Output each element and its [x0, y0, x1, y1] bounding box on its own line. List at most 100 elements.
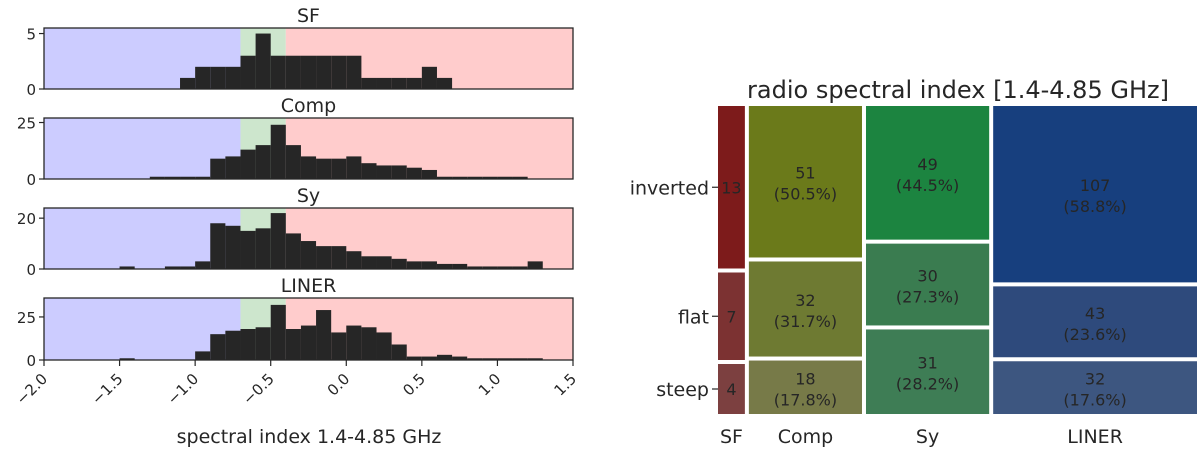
- y-tick-label: 0: [26, 81, 36, 99]
- mosaic-column-sy: 49 (44.5%) 30 (27.3%) 31 (28.2%): [865, 106, 990, 414]
- mosaic-cell-flat: [748, 261, 862, 357]
- mosaic-cell-count: 32: [1085, 370, 1105, 389]
- histogram-bar: [391, 77, 407, 89]
- mosaic-cell-percent: (31.7%): [774, 312, 837, 331]
- mosaic-cell-count: 7: [726, 307, 736, 326]
- row-label: flat: [678, 306, 709, 328]
- mosaic-cell-flat: [993, 286, 1197, 358]
- histogram-bar: [452, 263, 468, 269]
- category-label: Comp: [778, 426, 833, 448]
- mosaic-cell-count: 13: [721, 178, 741, 197]
- histogram-bar: [467, 266, 483, 269]
- histogram-bar: [225, 66, 241, 89]
- histogram-bar: [482, 266, 498, 269]
- histogram-bar: [361, 327, 377, 360]
- category-label: Sy: [916, 426, 939, 448]
- histogram-panel-liner: 0 25 LINER: [17, 275, 574, 370]
- histogram-x-axis-label: spectral index 1.4-4.85 GHz: [177, 426, 442, 448]
- histogram-bar: [180, 266, 196, 269]
- histogram-bar: [497, 358, 513, 360]
- histogram-bar: [361, 77, 377, 89]
- panel-title: LINER: [281, 275, 337, 297]
- histogram-bar: [331, 158, 347, 179]
- histogram-bar: [240, 230, 256, 269]
- histogram-bar: [195, 351, 211, 360]
- histogram-bar: [316, 55, 332, 89]
- histogram-bar: [270, 124, 286, 179]
- panel-frame: [43, 297, 574, 361]
- histogram-bar: [255, 33, 271, 89]
- mosaic-cell-count: 30: [917, 267, 937, 286]
- histogram-bar: [270, 213, 286, 269]
- histogram-bar: [421, 66, 437, 89]
- histogram-bar: [406, 77, 422, 89]
- histogram-bar: [210, 66, 226, 89]
- histogram-bar: [361, 256, 377, 269]
- mosaic-cell-inverted: [718, 106, 745, 269]
- y-tick-label: 0: [26, 261, 36, 279]
- histogram-bar: [527, 261, 543, 269]
- histogram-bar: [285, 145, 301, 179]
- panel-title: Comp: [281, 95, 336, 117]
- mosaic-chart: 13 7 4 inverted flat steep SF 51 (50.5%) 32 (31.7%…: [630, 106, 1197, 448]
- histogram-bar: [255, 145, 271, 179]
- histogram-bar: [376, 256, 392, 269]
- mosaic-cell-count: 51: [795, 164, 815, 183]
- y-tick-label: 5: [26, 26, 36, 44]
- histogram-bar: [436, 263, 453, 269]
- histogram-bar: [316, 246, 332, 269]
- histogram-bar: [331, 332, 347, 360]
- histogram-bar: [346, 55, 362, 89]
- histogram-bar: [376, 332, 392, 360]
- histogram-bar: [300, 156, 317, 179]
- mosaic-cell-percent: (44.5%): [896, 176, 959, 195]
- mosaic-cell-flat: [865, 243, 990, 326]
- histogram-bar: [467, 358, 483, 360]
- histogram-bar: [225, 225, 241, 269]
- histogram-bar: [436, 176, 453, 179]
- histogram-bar: [225, 156, 241, 179]
- histogram-bar: [406, 261, 422, 269]
- histogram-bar: [316, 310, 332, 360]
- histogram-bar: [436, 77, 453, 89]
- histogram-bar: [527, 358, 543, 360]
- histogram-bar: [180, 176, 196, 179]
- mosaic-cell-steep: [865, 329, 990, 414]
- histogram-bar: [255, 228, 271, 269]
- mosaic-cell-percent: (17.8%): [774, 390, 837, 409]
- histogram-bar: [482, 176, 498, 179]
- histogram-bar: [376, 165, 392, 179]
- histogram-bar: [300, 55, 317, 89]
- panel-title: SF: [297, 5, 320, 27]
- histogram-bar: [285, 233, 301, 269]
- histogram-bar: [210, 334, 226, 360]
- histogram-bar: [270, 304, 286, 360]
- mosaic-column-sf: 13 7 4: [718, 106, 745, 414]
- histogram-bar: [376, 77, 392, 89]
- histogram-bar: [331, 55, 347, 89]
- mosaic-cell-percent: (28.2%): [896, 375, 959, 394]
- y-tick-label: 25: [17, 115, 36, 133]
- category-label: LINER: [1067, 426, 1123, 448]
- row-label: steep: [656, 379, 709, 401]
- x-tick-label: −1.0: [164, 370, 202, 408]
- mosaic-cell-count: 31: [917, 354, 937, 373]
- mosaic-column-liner: 107 (58.8%) 43 (23.6%) 32 (17.6%): [993, 106, 1197, 414]
- x-tick-label: −1.5: [88, 370, 126, 408]
- histogram-bar: [164, 266, 181, 269]
- histogram-bar: [452, 176, 468, 179]
- histogram-bar: [421, 261, 437, 269]
- mosaic-cell-inverted: [865, 106, 990, 240]
- x-tick-label: 1.5: [550, 370, 580, 400]
- histogram-bar: [406, 356, 422, 360]
- histogram-bar: [346, 325, 362, 360]
- histogram-panel-sy: 0 20 Sy: [17, 185, 574, 279]
- x-tick-label: 0.0: [324, 370, 354, 400]
- mosaic-cell-percent: (50.5%): [774, 185, 837, 204]
- histogram-bar: [210, 158, 226, 179]
- histogram-bar: [497, 176, 513, 179]
- mosaic-cell-percent: (58.8%): [1063, 197, 1126, 216]
- histogram-bar: [512, 176, 528, 179]
- histogram-bar: [391, 258, 407, 269]
